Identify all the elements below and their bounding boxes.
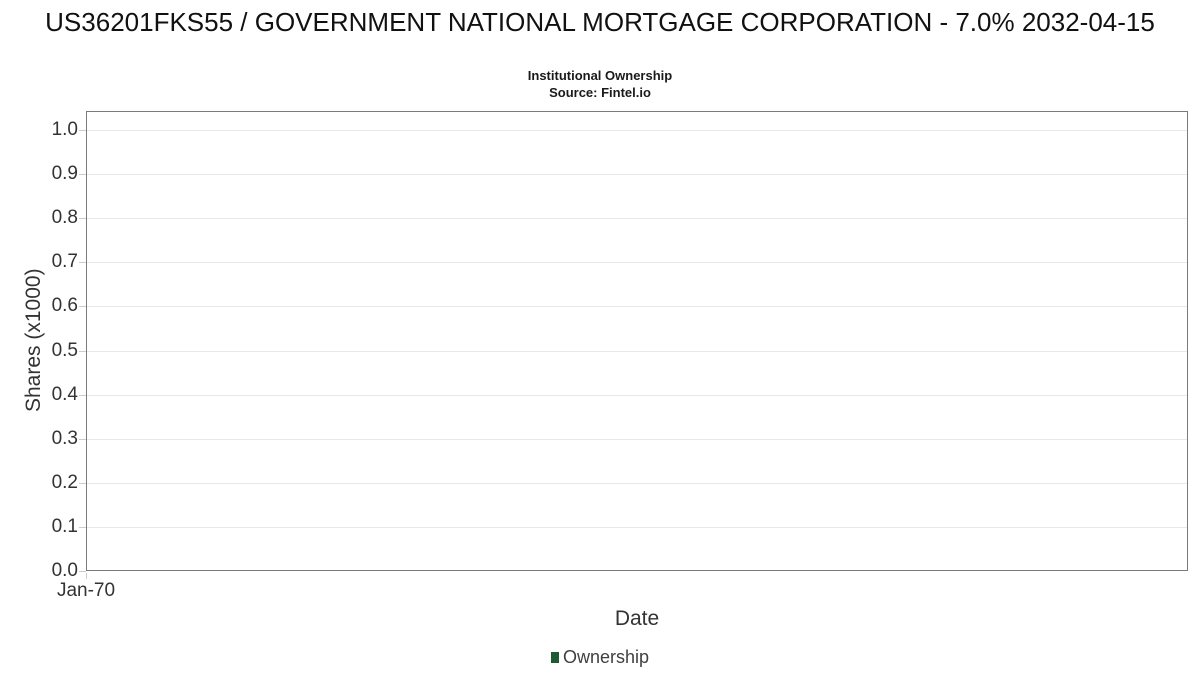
gridline [87, 306, 1187, 308]
gridline [87, 262, 1187, 264]
x-tick-label: Jan-70 [56, 580, 116, 601]
chart-subtitle: Institutional Ownership [527, 68, 673, 83]
y-tick-label: 0.3 [51, 427, 78, 449]
gridline [87, 130, 1187, 131]
chart-source-label: Source: Fintel.io [549, 85, 651, 100]
y-tick-label: 0.5 [51, 339, 78, 361]
gridline [87, 482, 1187, 484]
legend-series-marker [550, 652, 559, 663]
legend-series-label: Ownership [562, 647, 650, 667]
y-tick-mark [79, 174, 86, 176]
y-tick-label: 0.0 [51, 560, 78, 581]
y-tick-mark [79, 526, 86, 528]
y-tick-label: 0.8 [51, 207, 78, 229]
y-tick-mark [79, 218, 86, 220]
chart-title: US36201FKS55 / GOVERNMENT NATIONAL MORTG… [45, 7, 1155, 37]
gridline [87, 438, 1187, 440]
y-tick-label: 0.1 [51, 515, 78, 537]
plot-area [86, 111, 1188, 571]
x-axis-title: Date [614, 607, 660, 630]
y-tick-mark [79, 394, 86, 396]
gridline [87, 350, 1187, 352]
y-tick-mark [79, 130, 86, 131]
y-tick-label: 0.6 [51, 295, 78, 317]
y-tick-label: 0.2 [51, 471, 78, 493]
gridline [87, 218, 1187, 220]
y-tick-mark [79, 306, 86, 308]
legend-item[interactable]: Ownership [550, 647, 650, 668]
gridline [87, 174, 1187, 176]
y-tick-mark [79, 438, 86, 440]
y-tick-mark [79, 482, 86, 484]
y-tick-mark [79, 350, 86, 352]
x-tick-mark [86, 573, 87, 579]
y-tick-mark [79, 571, 86, 572]
y-tick-label: 1.0 [51, 119, 78, 140]
gridline [87, 526, 1187, 528]
y-tick-label: 0.4 [51, 383, 78, 405]
legend: Ownership [0, 647, 1200, 668]
y-tick-label: 0.9 [51, 163, 78, 185]
gridline [87, 394, 1187, 396]
y-tick-label: 0.7 [51, 251, 78, 273]
y-tick-mark [79, 262, 86, 264]
